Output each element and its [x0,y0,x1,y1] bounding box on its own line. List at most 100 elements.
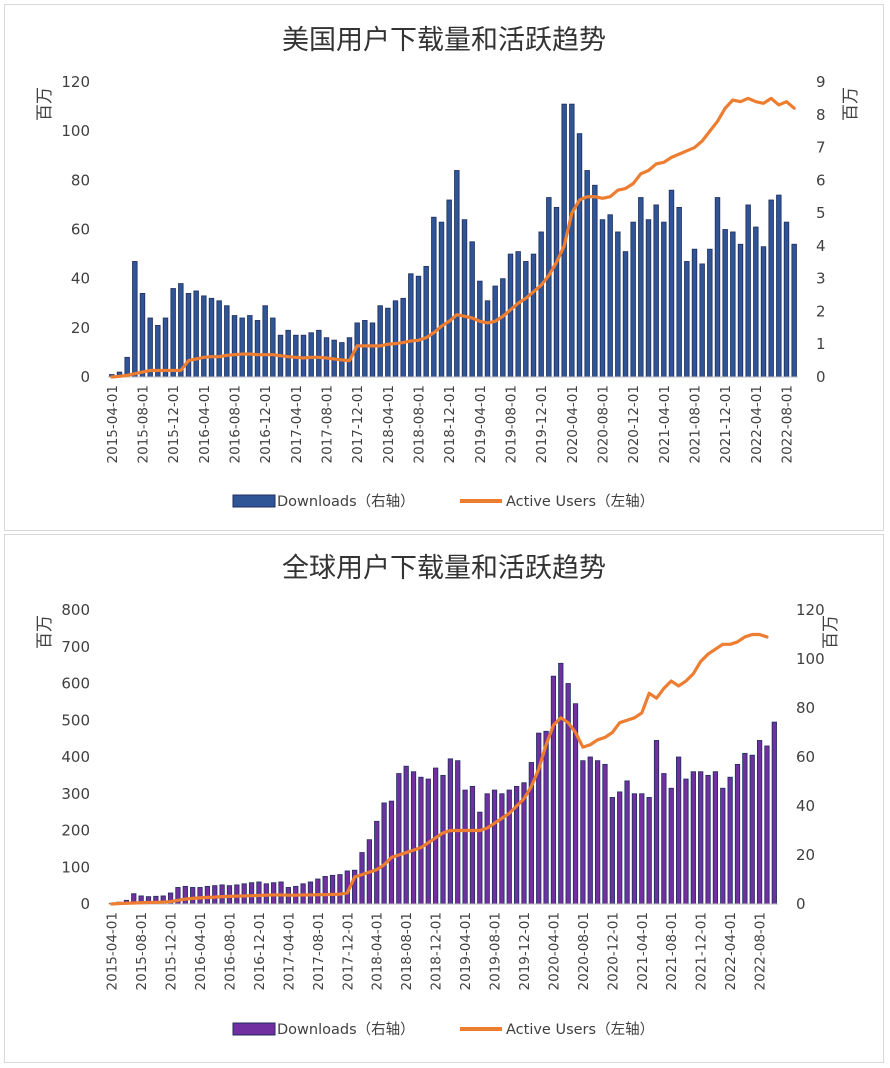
bar [727,776,733,905]
bar [707,248,713,378]
chart-title: 全球用户下载量和活跃趋势 [282,553,606,584]
x-tick-label: 2021-04-01 [635,912,651,990]
us-chart-panel: 美国用户下载量和活跃趋势 0 20 40 60 80 100 120 0 1 2 3 4 5 6 7 8 9 百万 百… [4,4,884,531]
bar [705,774,711,905]
bar [201,295,207,378]
y-left-tick-label: 300 [61,785,90,803]
bar [469,785,476,905]
bar [558,662,564,905]
bar [580,760,586,905]
bar [624,780,630,905]
chart-title: 美国用户下载量和活跃趋势 [282,25,606,56]
bar [668,189,675,378]
bar [676,206,682,378]
x-tick-label: 2019-04-01 [458,912,474,990]
y-left-unit-label: 百万 [35,87,55,121]
y-right-tick-label: 9 [816,73,826,91]
bar [418,776,424,905]
bar [208,297,215,378]
y-right-tick-label: 5 [816,204,826,222]
bar [617,791,623,905]
bar [639,793,645,905]
bar [592,184,598,378]
bar [760,246,767,378]
bar [377,305,383,378]
legend-bar-swatch [232,1022,276,1036]
bar [415,275,422,378]
y-right-tick-label: 2 [816,302,826,320]
y-right-tick-label: 80 [796,699,815,717]
bar [455,760,461,905]
x-tick-label: 2017-12-01 [340,912,356,990]
bar [307,881,314,905]
x-tick-label: 2017-04-01 [289,385,305,463]
bar [587,756,593,905]
bar [381,802,387,905]
y-right-tick-label: 0 [796,895,806,913]
bar [262,305,268,378]
bar [410,771,417,905]
bar [193,290,199,378]
y-right-tick-label: 7 [816,139,826,157]
y-left-tick-label: 0 [80,895,90,913]
bar [653,740,660,905]
bar [722,229,728,378]
x-tick-label: 2016-08-01 [222,912,238,990]
bar [683,778,689,905]
x-tick-label: 2015-08-01 [136,385,152,463]
bar [462,789,468,905]
x-tick-label: 2020-12-01 [605,912,621,990]
bar [247,315,253,378]
legend-downloads-label: Downloads（右轴） [277,1021,415,1038]
x-tick-label: 2019-08-01 [488,912,504,990]
bar [569,103,575,378]
bar [197,887,203,905]
bar [720,787,726,905]
bar [408,273,414,378]
bar [771,721,777,905]
x-tick-label: 2020-04-01 [565,385,581,463]
bar [546,197,552,378]
bar [609,797,615,905]
bar [749,754,755,905]
bar [543,730,549,905]
bar [565,683,571,905]
y-left-tick-label: 100 [61,858,90,876]
bar [139,293,146,378]
bar [734,763,741,905]
y-left-tick-label: 800 [61,601,90,619]
bar [742,752,748,905]
x-tick-label: 2016-08-01 [228,385,244,463]
y-left-tick-label: 120 [61,73,90,91]
x-tick-label: 2016-12-01 [258,385,274,463]
bar [403,765,409,905]
bar [454,170,460,378]
bar [256,881,262,905]
bar [530,253,537,378]
bar [484,793,490,905]
bar [239,317,245,378]
bar [178,283,184,378]
y-right-unit-label: 百万 [841,87,861,121]
x-tick-label: 2016-04-01 [197,385,213,463]
bar [584,170,590,378]
x-tick-label: 2021-12-01 [694,912,710,990]
x-tick-label: 2018-08-01 [399,912,415,990]
bar [219,884,225,905]
bar [170,288,176,378]
bar [212,885,218,905]
bar [676,756,682,905]
x-tick-label: 2015-04-01 [105,385,121,463]
y-left-unit-label: 百万 [35,615,55,649]
bar [337,874,343,905]
x-tick-label: 2020-04-01 [546,912,562,990]
bar [515,251,521,378]
x-tick-label: 2022-08-01 [753,912,769,990]
bar [607,214,613,378]
x-tick-label: 2021-12-01 [718,385,734,463]
x-tick-label: 2018-12-01 [429,912,445,990]
x-tick-label: 2020-08-01 [576,912,592,990]
x-tick-label: 2018-12-01 [442,385,458,463]
bar [661,773,667,905]
bar [431,216,437,378]
